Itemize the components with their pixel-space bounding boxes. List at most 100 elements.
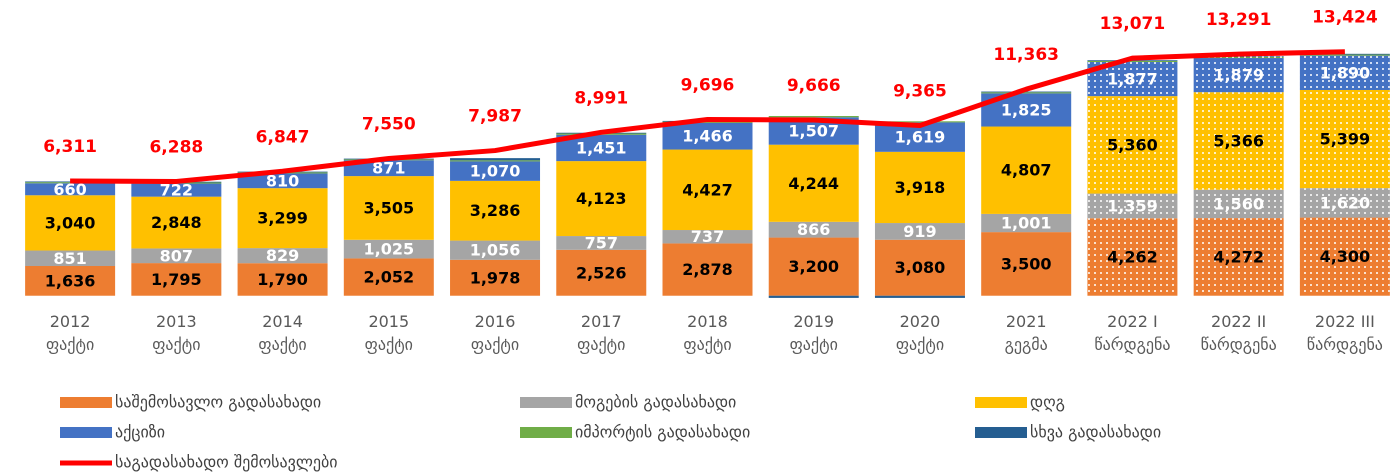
data-label: 5,360 [1107,135,1158,154]
data-label: 1,890 [1320,63,1371,82]
data-label: 3,080 [895,258,946,277]
total-label: 6,311 [43,137,97,157]
data-label: 1,466 [682,127,733,146]
bar-segment [25,195,116,251]
x-tick-label: 2018 ფაქტი [683,312,732,354]
bar-segment [237,263,328,296]
data-label: 2,878 [682,260,733,279]
bar-segment [25,265,116,296]
data-label: 722 [160,181,193,200]
total-line [70,49,1345,184]
data-label: 1,620 [1320,193,1371,212]
bar-segment [874,223,965,240]
data-label: 4,262 [1107,247,1158,266]
bar-segment [981,91,1072,93]
total-label: 11,363 [993,45,1059,65]
data-label: 1,619 [895,128,946,147]
bar-segment [131,183,222,197]
bar-pattern [1193,92,1284,190]
bar-segment [25,183,116,196]
total-label: 7,987 [468,107,522,127]
x-tick-label: 2022 III წარდგენა [1306,312,1383,354]
total-label: 13,291 [1206,10,1272,30]
x-tick-label: 2020 ფაქტი [895,312,945,354]
legend-label: დღგ [1030,393,1065,412]
bar-segment [662,243,753,296]
bar-segment [343,176,434,240]
legend-label: აქციზი [115,423,165,442]
total-label: 13,424 [1312,8,1378,28]
bar-segment [450,158,541,161]
data-label: 1,507 [788,121,839,140]
bar-segment [450,160,541,162]
bar-segment [768,116,859,118]
data-label: 4,300 [1320,247,1371,266]
data-label: 3,286 [470,201,521,220]
x-tick-label: 2017 ფაქტი [577,312,626,354]
total-label: 6,847 [256,127,310,147]
data-label: 1,825 [1001,100,1052,119]
data-label: 1,001 [1001,214,1052,233]
data-label: 871 [372,159,405,178]
data-label: 919 [903,222,936,241]
data-label: 829 [266,246,299,265]
bar-segment [981,126,1072,214]
data-label: 4,807 [1001,161,1052,180]
data-label: 3,918 [895,178,946,197]
bar-segment [131,248,222,264]
legend-label: საგადასახადო შემოსავლები [115,453,338,472]
data-label: 4,427 [682,180,733,199]
legend-label: მოგების გადასახადი [575,393,736,412]
bar-pattern [1087,60,1178,63]
data-label: 2,848 [151,213,202,232]
bar-segment [343,160,434,177]
data-label: 1,636 [45,271,96,290]
bar-segment [450,161,541,181]
bar-pattern [1087,218,1178,296]
x-tick-label: 2021 გეგმა [1004,312,1048,354]
bar-segment [556,236,647,250]
total-label: 7,550 [362,115,416,135]
legend-swatch [520,427,572,438]
total-label: 9,696 [681,75,735,95]
data-label: 1,070 [470,162,521,181]
data-label: 3,200 [788,257,839,276]
data-label: 2,526 [576,263,627,282]
bar-segment [450,180,541,241]
data-label: 3,299 [257,209,308,228]
total-label: 6,288 [149,137,203,157]
bar-segment [874,121,965,123]
bar-pattern [1299,89,1390,189]
legend-label: საშემოსავლო გადასახადი [115,393,321,412]
bar-segment [768,237,859,296]
x-tick-label: 2012 ფაქტი [45,312,95,354]
bar-segment [874,239,965,296]
x-tick-label: 2022 II წარდგენა [1200,312,1277,354]
data-label: 810 [266,171,299,190]
data-label: 1,877 [1107,70,1158,89]
legend-swatch [60,427,112,438]
total-label: 9,365 [893,82,947,102]
bar-segment [662,149,753,231]
bar-segment [981,213,1072,233]
data-label: 737 [691,227,724,246]
data-label: 3,040 [45,213,96,232]
data-label: 5,399 [1320,130,1371,149]
bar-pattern [1299,217,1390,296]
data-label: 807 [160,246,193,265]
legend-swatch [975,397,1027,408]
x-tick-label: 2016 ფაქტი [470,312,520,354]
total-label: 8,991 [574,88,628,108]
bar-segment [131,196,222,249]
total-label: 13,071 [1100,14,1166,34]
bar-segment [131,263,222,296]
x-tick-label: 2014 ფაქტი [258,312,307,354]
bar-segment [25,250,116,266]
x-tick-label: 2013 ფაქტი [152,312,201,354]
bar-segment [343,239,434,259]
bar-segment [237,248,328,264]
bar-segment [768,295,859,298]
legend-label: სხვა გადასახადი [1030,423,1161,442]
